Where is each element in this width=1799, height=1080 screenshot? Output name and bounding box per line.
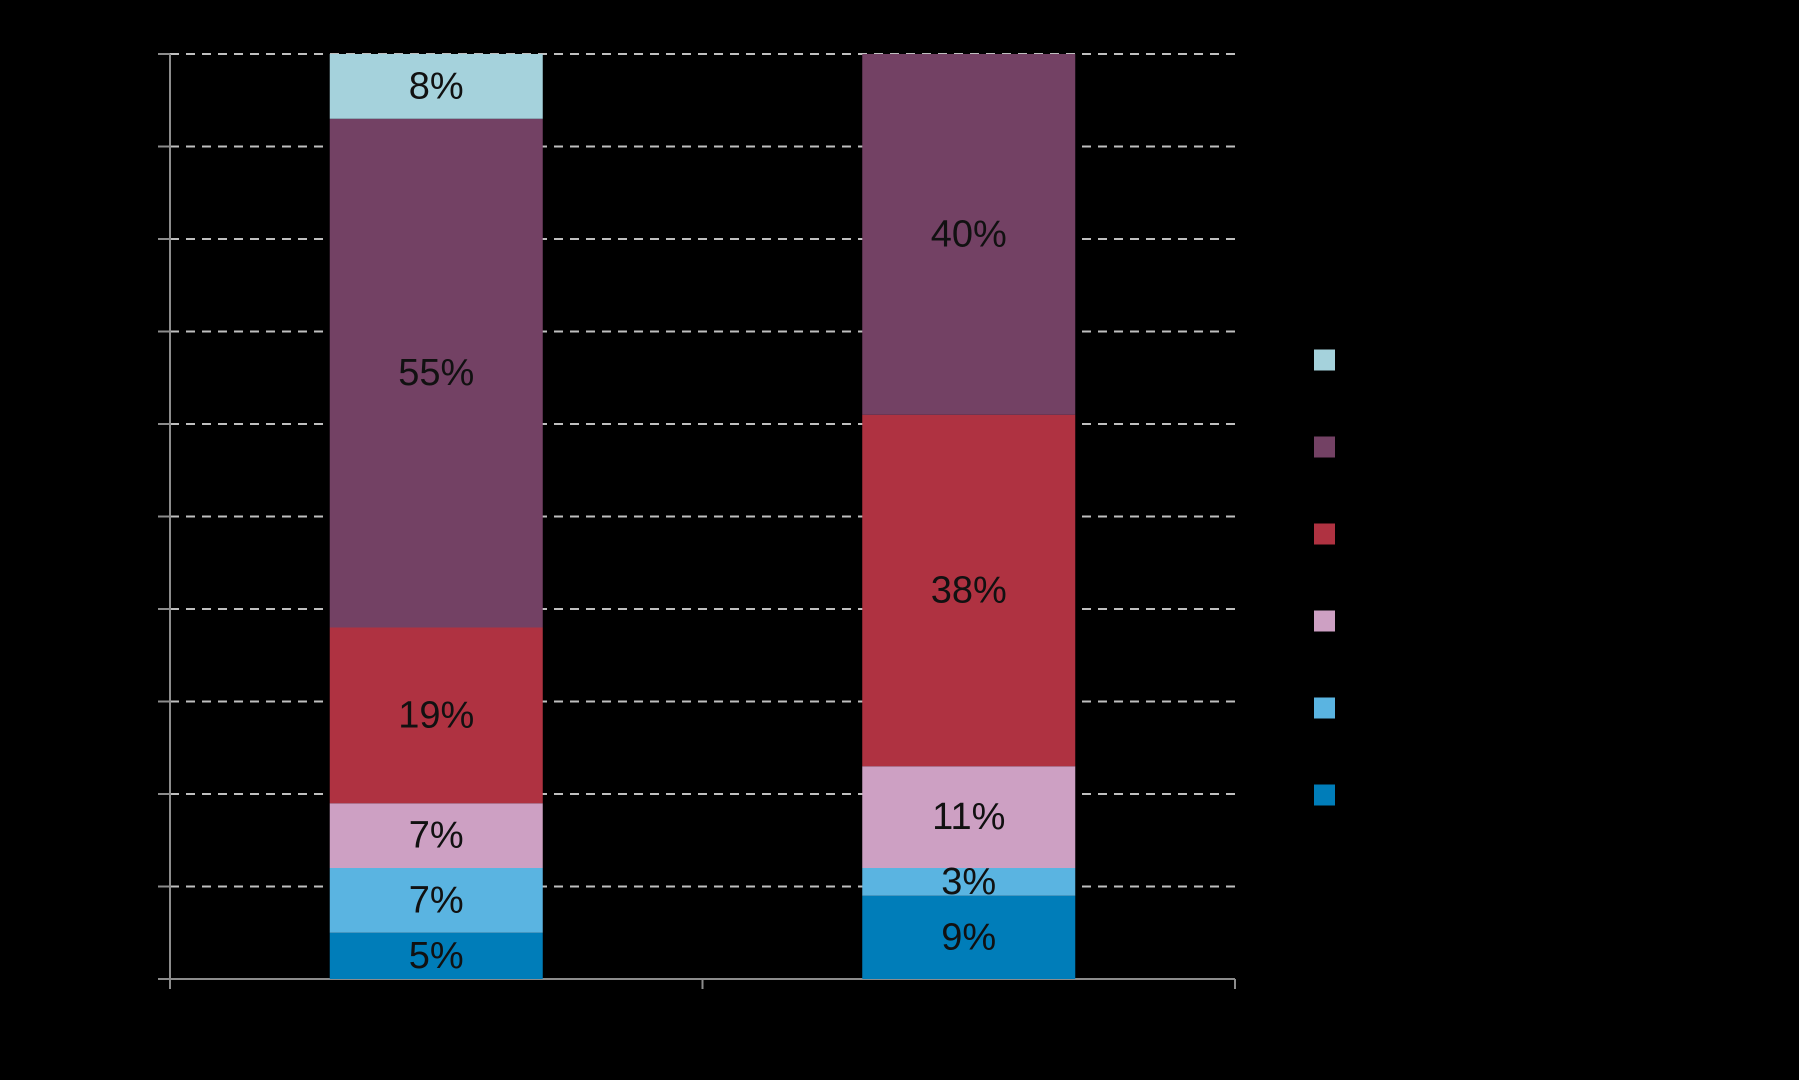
legend-swatch: [1314, 784, 1335, 806]
bar-segment: [329, 54, 543, 119]
data-label: 19%: [398, 694, 474, 736]
data-label: 8%: [409, 65, 464, 107]
data-label: 7%: [409, 879, 464, 921]
bar-segment: [862, 766, 1076, 868]
legend-swatch: [1314, 523, 1335, 545]
data-label: 5%: [409, 935, 464, 977]
data-label: 38%: [931, 570, 1007, 612]
data-label: 9%: [941, 916, 996, 958]
data-label: 3%: [941, 861, 996, 903]
data-label: 7%: [409, 815, 464, 857]
data-labels: 5% 7% 7% 19% 55% 8% 9% 3% 11% 38% 40%: [398, 65, 1007, 977]
data-label: 11%: [932, 796, 1005, 838]
bar-segment: [329, 932, 543, 979]
data-label: 55%: [398, 352, 474, 394]
bar-segment: [329, 118, 543, 628]
bar-segment: [329, 803, 543, 868]
legend-swatch: [1314, 436, 1335, 458]
data-label: 40%: [931, 213, 1007, 255]
bar-segment: [862, 414, 1076, 767]
legend: [1314, 349, 1335, 806]
legend-swatch: [1314, 697, 1335, 719]
legend-swatch: [1314, 610, 1335, 632]
bar-segment: [862, 54, 1076, 415]
bar-segment: [862, 895, 1076, 979]
bar-segment: [862, 868, 1076, 896]
bar-segment: [329, 868, 543, 933]
bars: [329, 54, 1076, 979]
legend-swatch: [1314, 349, 1335, 371]
bar-segment: [329, 627, 543, 804]
